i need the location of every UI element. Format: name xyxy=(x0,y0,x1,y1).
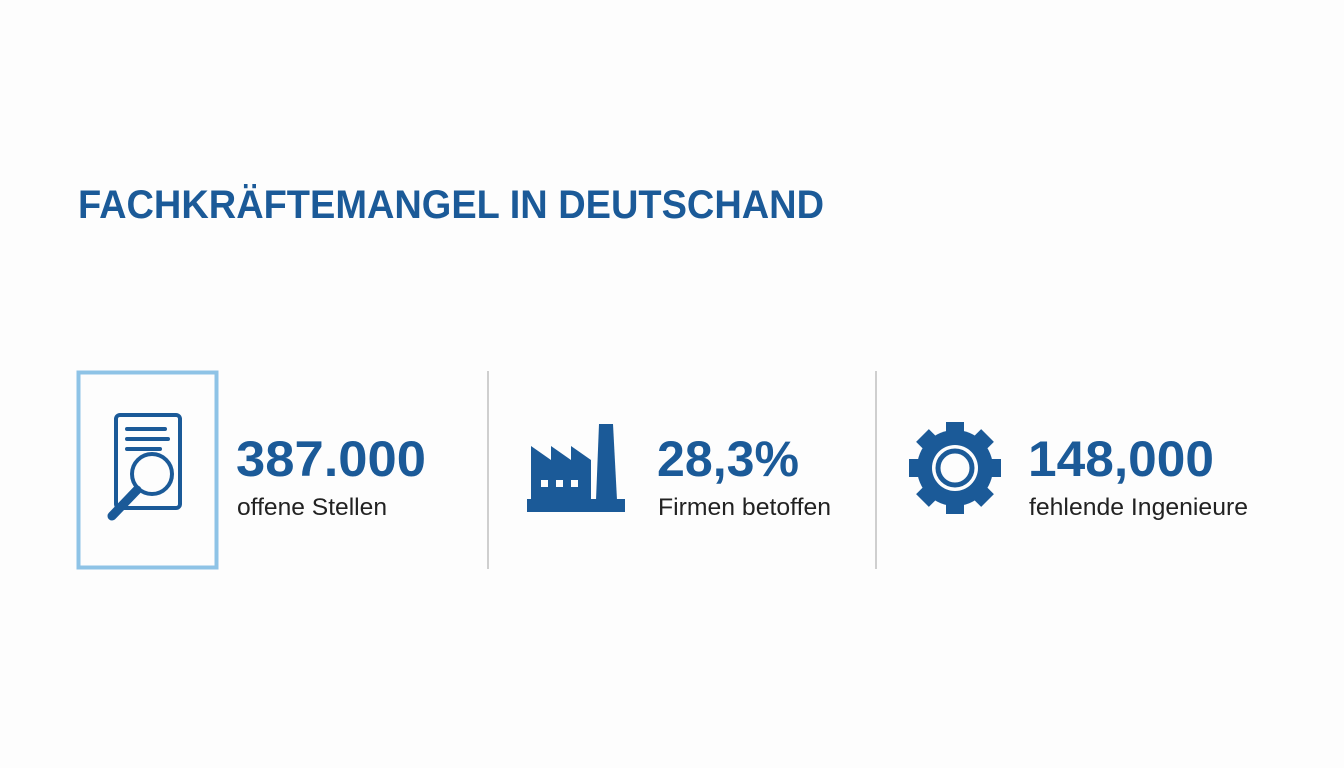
stat-label: Firmen betoffen xyxy=(658,494,831,521)
factory-icon xyxy=(527,424,625,512)
title: FACHKRÄFTEMANGEL IN DEUTSCHAND xyxy=(78,183,824,227)
stat-value: 148,000 xyxy=(1028,431,1214,487)
document-search-icon xyxy=(107,413,182,521)
stat-value: 28,3% xyxy=(657,431,799,487)
stat-label: fehlende Ingenieure xyxy=(1029,494,1248,521)
stat-value: 387.000 xyxy=(236,431,426,487)
gear-icon xyxy=(909,422,1001,514)
highlight-box xyxy=(76,370,219,570)
stat-label: offene Stellen xyxy=(237,494,387,521)
